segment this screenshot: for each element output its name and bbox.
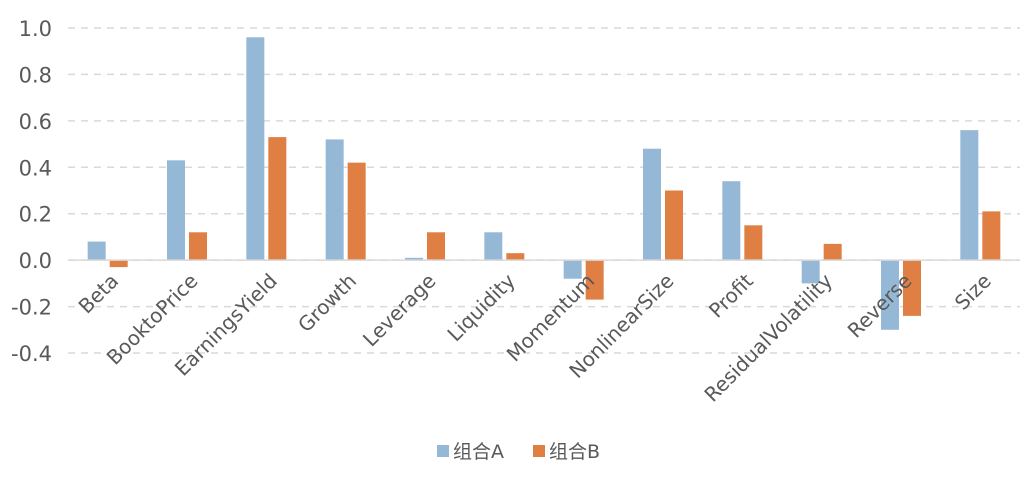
bar-b-beta [109, 260, 128, 268]
bar-b-booktoprice [189, 232, 207, 261]
x-tick-label: Liquidity [442, 269, 520, 347]
bar-a-booktoprice [167, 160, 185, 261]
bar-a-profit [722, 181, 741, 261]
legend-label-b: 组合B [549, 441, 600, 463]
x-tick-label: Beta [74, 269, 124, 319]
bar-b-reverse [903, 260, 921, 316]
bar-b-growth [347, 162, 366, 261]
bar-a-reverse [881, 260, 899, 330]
bar-b-residualvolatility [823, 243, 842, 261]
bar-a-residualvolatility [801, 260, 820, 284]
y-tick-label: 0.2 [19, 203, 52, 227]
y-tick-label: -0.4 [11, 342, 52, 366]
bar-b-earningsyield [268, 137, 287, 261]
bar-a-size [960, 130, 979, 261]
x-tick-label: Size [950, 269, 996, 315]
legend-label-a: 组合A [453, 441, 504, 463]
y-tick-label: 0.0 [19, 249, 52, 273]
bar-a-earningsyield [246, 37, 265, 261]
bar-b-size [982, 211, 1001, 261]
x-tick-label: Growth [293, 269, 361, 337]
x-tick-label: Profit [704, 269, 758, 323]
bar-b-momentum [585, 260, 604, 300]
bar-a-liquidity [484, 232, 503, 261]
bar-b-nonlinearsize [665, 190, 683, 261]
y-tick-label: 0.8 [19, 63, 52, 87]
y-tick-label: 0.4 [19, 156, 52, 180]
bar-a-nonlinearsize [643, 148, 661, 261]
bar-a-leverage [405, 257, 423, 261]
bar-b-leverage [427, 232, 445, 261]
bar-b-liquidity [506, 253, 525, 261]
bar-a-beta [87, 241, 106, 261]
bar-a-momentum [563, 260, 582, 279]
legend-swatch-b [533, 445, 545, 457]
bar-b-profit [744, 225, 763, 261]
y-tick-label: 1.0 [19, 17, 52, 41]
y-tick-label: -0.2 [11, 296, 52, 320]
y-tick-label: 0.6 [19, 110, 52, 134]
bar-a-growth [325, 139, 344, 261]
x-tick-label: Leverage [358, 269, 441, 352]
legend-swatch-a [437, 445, 449, 457]
